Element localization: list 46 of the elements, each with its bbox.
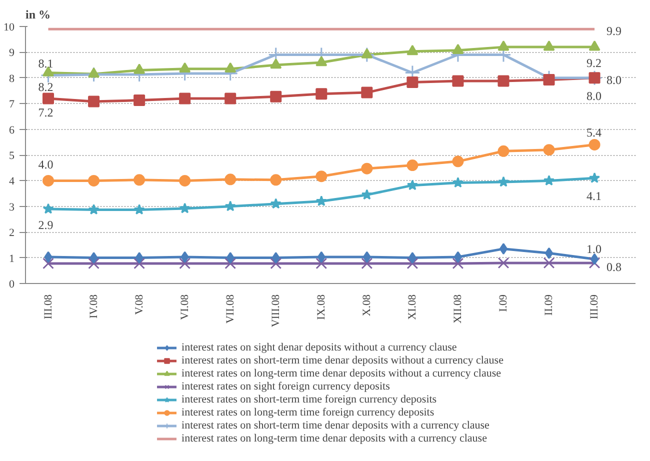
y-tick-label: 6 [9, 124, 15, 136]
x-tick-label: V.08 [133, 294, 146, 315]
y-tick-label: 10 [4, 22, 15, 34]
legend-label: interest rates on short-term time foreign currency deposits [182, 393, 437, 405]
x-tick-label: I.09 [497, 294, 510, 312]
x-tick-label: III.08 [42, 294, 54, 320]
legend-label: interest rates on sight foreign currency deposits [182, 380, 390, 392]
annotation: 9.9 [606, 24, 622, 38]
y-tick-label: 5 [9, 150, 15, 162]
annotation: 4.1 [586, 189, 602, 204]
legend-label: interest rates on sight denar deposits without a currency clause [182, 341, 457, 353]
annotation: 4.0 [38, 158, 54, 172]
annotation: 7.2 [38, 105, 54, 120]
annotation: 8.0 [606, 72, 622, 87]
y-tick-label: 9 [9, 47, 15, 60]
y-tick-label: 1 [9, 252, 14, 265]
annotation: 2.9 [38, 218, 54, 232]
annotation: 8.0 [586, 88, 602, 103]
y-tick-label: 4 [9, 176, 15, 188]
legend-label: interest rates on short-term time denar deposits with a currency clause [182, 419, 490, 431]
y-axis-title: in % [26, 8, 51, 22]
x-tick-label: VII.08 [224, 294, 236, 324]
x-tick-label: IV.08 [88, 294, 100, 318]
annotation: 9.2 [586, 56, 602, 70]
x-tick-label: II.09 [543, 294, 556, 316]
x-tick-label: XII.08 [452, 294, 464, 324]
legend-label: interest rates on short-term time denar deposits without a currency clause [182, 354, 504, 366]
x-tick-label: IX.08 [315, 294, 328, 320]
legend-label: interest rates on long-term time foreign currency deposits [182, 406, 434, 418]
x-tick-label: VI.08 [178, 294, 191, 320]
annotation: 5.4 [586, 126, 602, 140]
annotation: 8.1 [38, 56, 54, 70]
annotation: 8.2 [38, 80, 54, 94]
annotation: 1.0 [586, 242, 602, 256]
legend-label: interest rates on long-term time denar deposits with a currency clause [182, 432, 487, 444]
x-tick-label: VIII.08 [270, 294, 282, 328]
y-tick-label: 2 [9, 227, 14, 240]
annotation: 0.8 [606, 260, 622, 274]
y-tick-label: 8 [9, 72, 15, 85]
y-tick-label: 3 [9, 201, 15, 214]
y-tick-label: 0 [9, 278, 15, 290]
x-tick-label: X.08 [360, 294, 373, 316]
x-tick-label: III.09 [588, 294, 601, 320]
y-tick-label: 7 [9, 98, 15, 111]
x-tick-label: XI.08 [406, 294, 418, 320]
legend-label: interest rates on long-term time denar deposits without a currency clause [182, 367, 502, 379]
